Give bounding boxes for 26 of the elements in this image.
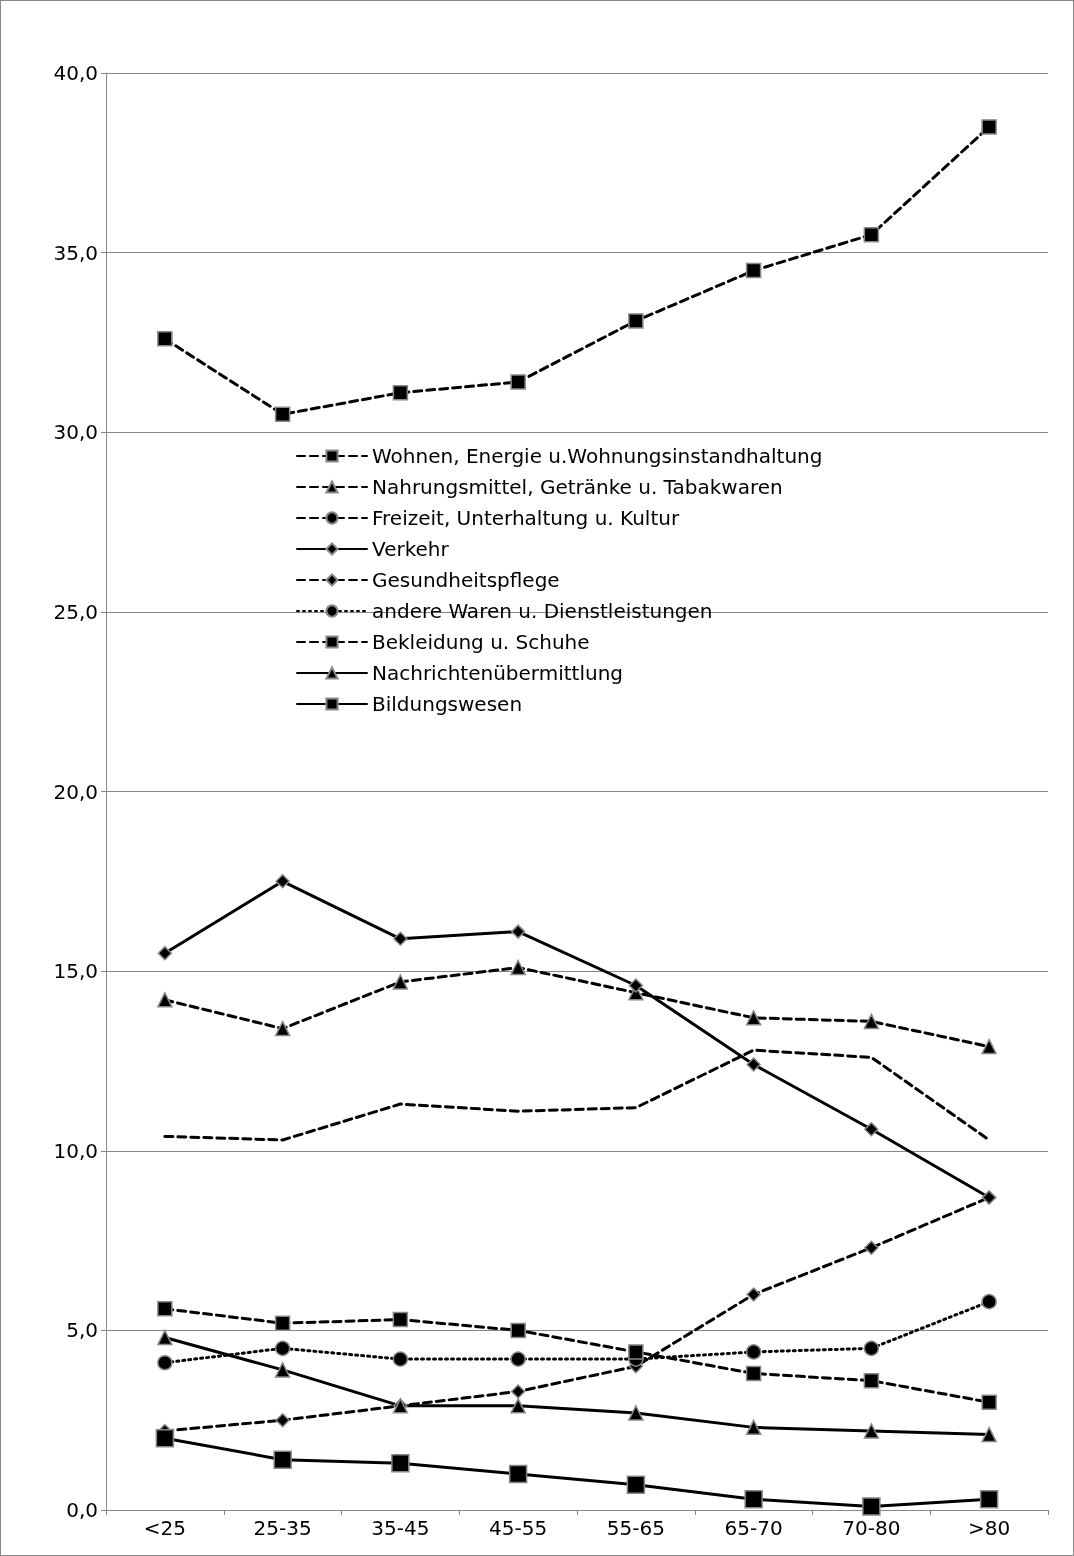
x-tick-label: >80	[968, 1516, 1011, 1540]
legend-label: Gesundheitspflege	[372, 568, 560, 592]
x-tick-label: 70-80	[842, 1516, 901, 1540]
y-tick-label: 0,0	[66, 1498, 98, 1522]
y-tick-label: 20,0	[53, 779, 98, 804]
legend-label: Wohnen, Energie u.Wohnungsinstandhaltung	[372, 444, 823, 468]
legend-label: Nahrungsmittel, Getränke u. Tabakwaren	[372, 475, 783, 499]
x-tick-label: 45-55	[489, 1516, 548, 1540]
legend-label: Bildungswesen	[372, 692, 523, 716]
y-tick-label: 35,0	[53, 240, 98, 265]
x-tick-label: 35-45	[371, 1516, 430, 1540]
y-tick-label: 5,0	[66, 1318, 98, 1343]
legend-label: Nachrichtenübermittlung	[372, 661, 624, 685]
y-tick-label: 15,0	[53, 959, 98, 984]
x-tick-label: 25-35	[253, 1516, 312, 1540]
y-tick-label: 40,0	[53, 61, 98, 85]
legend-label: andere Waren u. Dienstleistungen	[372, 599, 713, 623]
legend-label: Bekleidung u. Schuhe	[372, 630, 590, 654]
y-tick-label: 10,0	[53, 1138, 98, 1163]
y-tick-label: 30,0	[53, 420, 98, 445]
legend-label: Freizeit, Unterhaltung u. Kultur	[372, 506, 680, 530]
y-tick-label: 25,0	[53, 599, 98, 624]
x-tick-label: 65-70	[724, 1516, 783, 1540]
x-tick-label: 55-65	[606, 1516, 665, 1540]
x-tick-label: <25	[143, 1516, 186, 1540]
legend-label: Verkehr	[372, 537, 450, 561]
